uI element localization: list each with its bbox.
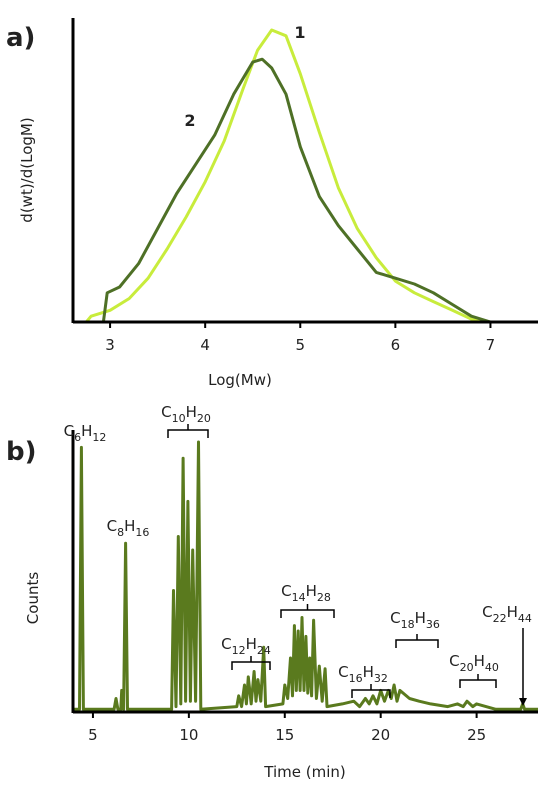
x-axis-label: Log(Mw) (208, 371, 272, 389)
x-tick-label: 5 (295, 336, 305, 354)
annotation: C8H16 (107, 517, 150, 539)
x-tick-label: 5 (88, 726, 98, 744)
bracket (231, 656, 271, 670)
series-line (73, 28, 538, 324)
annotation: C22H44 (482, 603, 532, 625)
x-tick-label: 3 (105, 336, 115, 354)
x-tick-label: 6 (391, 336, 401, 354)
x-tick-label: 25 (467, 726, 486, 744)
annotation: C16H32 (338, 663, 388, 685)
x-tick-label: 4 (200, 336, 210, 354)
x-tick-label: 20 (371, 726, 390, 744)
y-axis-label: Counts (24, 572, 42, 625)
x-tick-label: 7 (486, 336, 496, 354)
bracket (459, 674, 497, 688)
panel-label: b) (6, 437, 37, 467)
annotation: C18H36 (390, 609, 440, 631)
y-axis-label: d(wt)/d(LogM) (18, 117, 36, 222)
x-tick-label: 10 (179, 726, 198, 744)
series-label: 2 (184, 111, 195, 130)
bracket (395, 634, 439, 648)
annotation: C12H24 (221, 635, 271, 657)
series-label: 1 (294, 23, 305, 42)
annotation: C14H28 (281, 582, 331, 604)
bracket (167, 424, 209, 438)
arrow-head (519, 698, 527, 706)
annotation: C10H20 (161, 403, 211, 425)
panel-label: a) (6, 23, 35, 53)
bracket (351, 684, 391, 698)
bracket (280, 604, 335, 618)
annotation: C20H40 (449, 652, 499, 674)
annotation: C6H12 (64, 422, 107, 444)
x-axis-label: Time (min) (263, 763, 345, 781)
series-line (73, 57, 491, 324)
series-line (73, 440, 538, 711)
x-tick-label: 15 (275, 726, 294, 744)
